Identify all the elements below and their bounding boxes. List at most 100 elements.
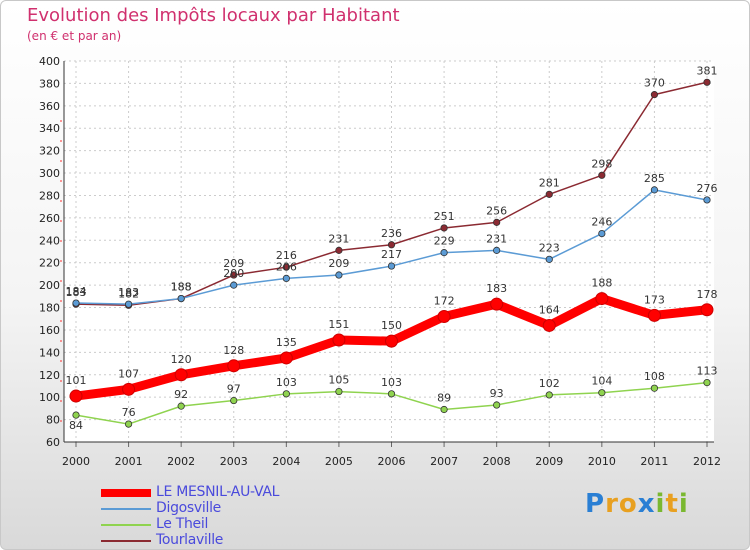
data-label-tourlaville: 236 [381, 227, 402, 240]
data-point-digosville [177, 294, 185, 303]
data-label-tourlaville: 182 [118, 287, 139, 300]
data-point-le-mesnil-au-val [437, 309, 451, 323]
x-tick-label: 2009 [535, 455, 563, 468]
data-label-digosville: 276 [697, 182, 718, 195]
legend-swatch-le-theil [101, 524, 151, 526]
y-tick-label: 320 [39, 145, 60, 158]
data-label-le-theil: 97 [227, 383, 241, 396]
data-label-tourlaville: 251 [434, 210, 455, 223]
y-tick-label: 100 [39, 391, 60, 404]
data-label-digosville: 188 [171, 281, 192, 294]
data-point-tourlaville [493, 218, 501, 226]
data-point-digosville [282, 274, 290, 282]
data-label-le-theil: 102 [539, 377, 560, 390]
data-label-le-theil: 89 [437, 392, 451, 405]
data-label-le-theil: 104 [591, 375, 612, 388]
data-label-digosville: 206 [276, 260, 297, 273]
x-tick-label: 2011 [640, 455, 668, 468]
logo-letter: i [678, 489, 689, 519]
x-tick-label: 2000 [62, 455, 90, 468]
data-point-le-theil [440, 405, 448, 414]
data-label-tourlaville: 183 [66, 286, 87, 299]
y-tick-label: 240 [39, 234, 60, 247]
data-label-digosville: 231 [486, 232, 507, 245]
data-label-digosville: 209 [328, 257, 349, 270]
data-point-tourlaville [282, 263, 290, 271]
data-label-digosville: 200 [223, 267, 244, 280]
data-label-tourlaville: 231 [328, 232, 349, 245]
data-point-digosville [493, 246, 501, 254]
y-tick-label: 360 [39, 100, 60, 113]
data-point-le-mesnil-au-val [332, 333, 346, 347]
data-point-tourlaville [703, 78, 711, 86]
data-point-digosville [598, 229, 606, 238]
data-point-le-mesnil-au-val [279, 351, 293, 365]
legend-label-le-theil: Le Theil [156, 516, 209, 532]
data-point-digosville [703, 196, 711, 204]
x-tick-label: 2007 [430, 455, 458, 468]
data-point-tourlaville [230, 271, 238, 279]
logo-letter: r [605, 489, 619, 519]
data-point-tourlaville [650, 91, 659, 99]
data-point-le-theil [387, 390, 396, 398]
legend-label-digosville: Digosville [156, 500, 221, 516]
x-tick-label: 2008 [483, 455, 511, 468]
data-label-le-theil: 84 [69, 419, 83, 432]
data-label-tourlaville: 298 [591, 157, 612, 170]
data-label-le-mesnil-au-val: 172 [434, 294, 455, 307]
data-point-le-mesnil-au-val [174, 368, 188, 382]
data-point-le-mesnil-au-val [595, 292, 609, 306]
x-tick-label: 2001 [115, 455, 143, 468]
data-point-le-mesnil-au-val [122, 382, 136, 396]
data-label-le-mesnil-au-val: 107 [118, 367, 139, 380]
data-point-le-theil [72, 411, 80, 419]
data-point-le-theil [545, 391, 553, 399]
legend-swatch-tourlaville [101, 540, 151, 542]
data-label-tourlaville: 209 [223, 257, 244, 270]
data-point-le-theil [703, 379, 711, 387]
data-point-digosville [650, 186, 659, 194]
data-label-le-mesnil-au-val: 151 [328, 318, 349, 331]
data-point-le-mesnil-au-val [69, 389, 83, 403]
y-tick-label: 60 [46, 436, 60, 449]
data-label-le-mesnil-au-val: 135 [276, 336, 297, 349]
data-point-le-mesnil-au-val [542, 318, 556, 332]
data-label-tourlaville: 381 [697, 64, 718, 77]
data-label-tourlaville: 188 [171, 281, 192, 294]
data-point-digosville [387, 262, 396, 270]
chart-title: Evolution des Impôts locaux par Habitant [27, 5, 400, 26]
x-tick-label: 2002 [167, 455, 195, 468]
data-label-tourlaville: 256 [486, 204, 507, 217]
legend-label-le-mesnil-au-val: LE MESNIL-AU-VAL [156, 484, 280, 500]
data-label-tourlaville: 370 [644, 77, 665, 90]
y-tick-label: 180 [39, 302, 60, 315]
data-label-digosville: 217 [381, 248, 402, 261]
data-label-digosville: 229 [434, 235, 455, 248]
data-point-le-theil [598, 389, 606, 397]
data-label-le-mesnil-au-val: 101 [66, 374, 87, 387]
data-label-le-theil: 113 [697, 365, 718, 378]
x-tick-label: 2004 [272, 455, 300, 468]
data-point-tourlaville [335, 246, 343, 254]
data-point-le-theil [335, 387, 343, 396]
data-point-le-theil [650, 384, 659, 392]
data-label-le-mesnil-au-val: 178 [697, 288, 718, 301]
data-point-tourlaville [598, 171, 606, 179]
x-tick-label: 2003 [220, 455, 248, 468]
data-point-digosville [230, 281, 238, 289]
data-point-digosville [124, 300, 133, 308]
legend-swatch-digosville [101, 508, 151, 510]
logo-letter: x [637, 489, 656, 519]
data-label-le-mesnil-au-val: 120 [171, 353, 192, 366]
data-point-digosville [440, 249, 448, 257]
x-tick-label: 2012 [693, 455, 721, 468]
legend-label-tourlaville: Tourlaville [156, 532, 224, 548]
data-point-digosville [72, 299, 80, 307]
data-point-le-mesnil-au-val [385, 334, 398, 348]
y-tick-label: 140 [39, 346, 60, 359]
data-label-le-theil: 93 [490, 387, 504, 400]
data-label-le-theil: 92 [174, 388, 188, 401]
y-tick-label: 220 [39, 257, 60, 270]
data-point-tourlaville [545, 190, 553, 198]
